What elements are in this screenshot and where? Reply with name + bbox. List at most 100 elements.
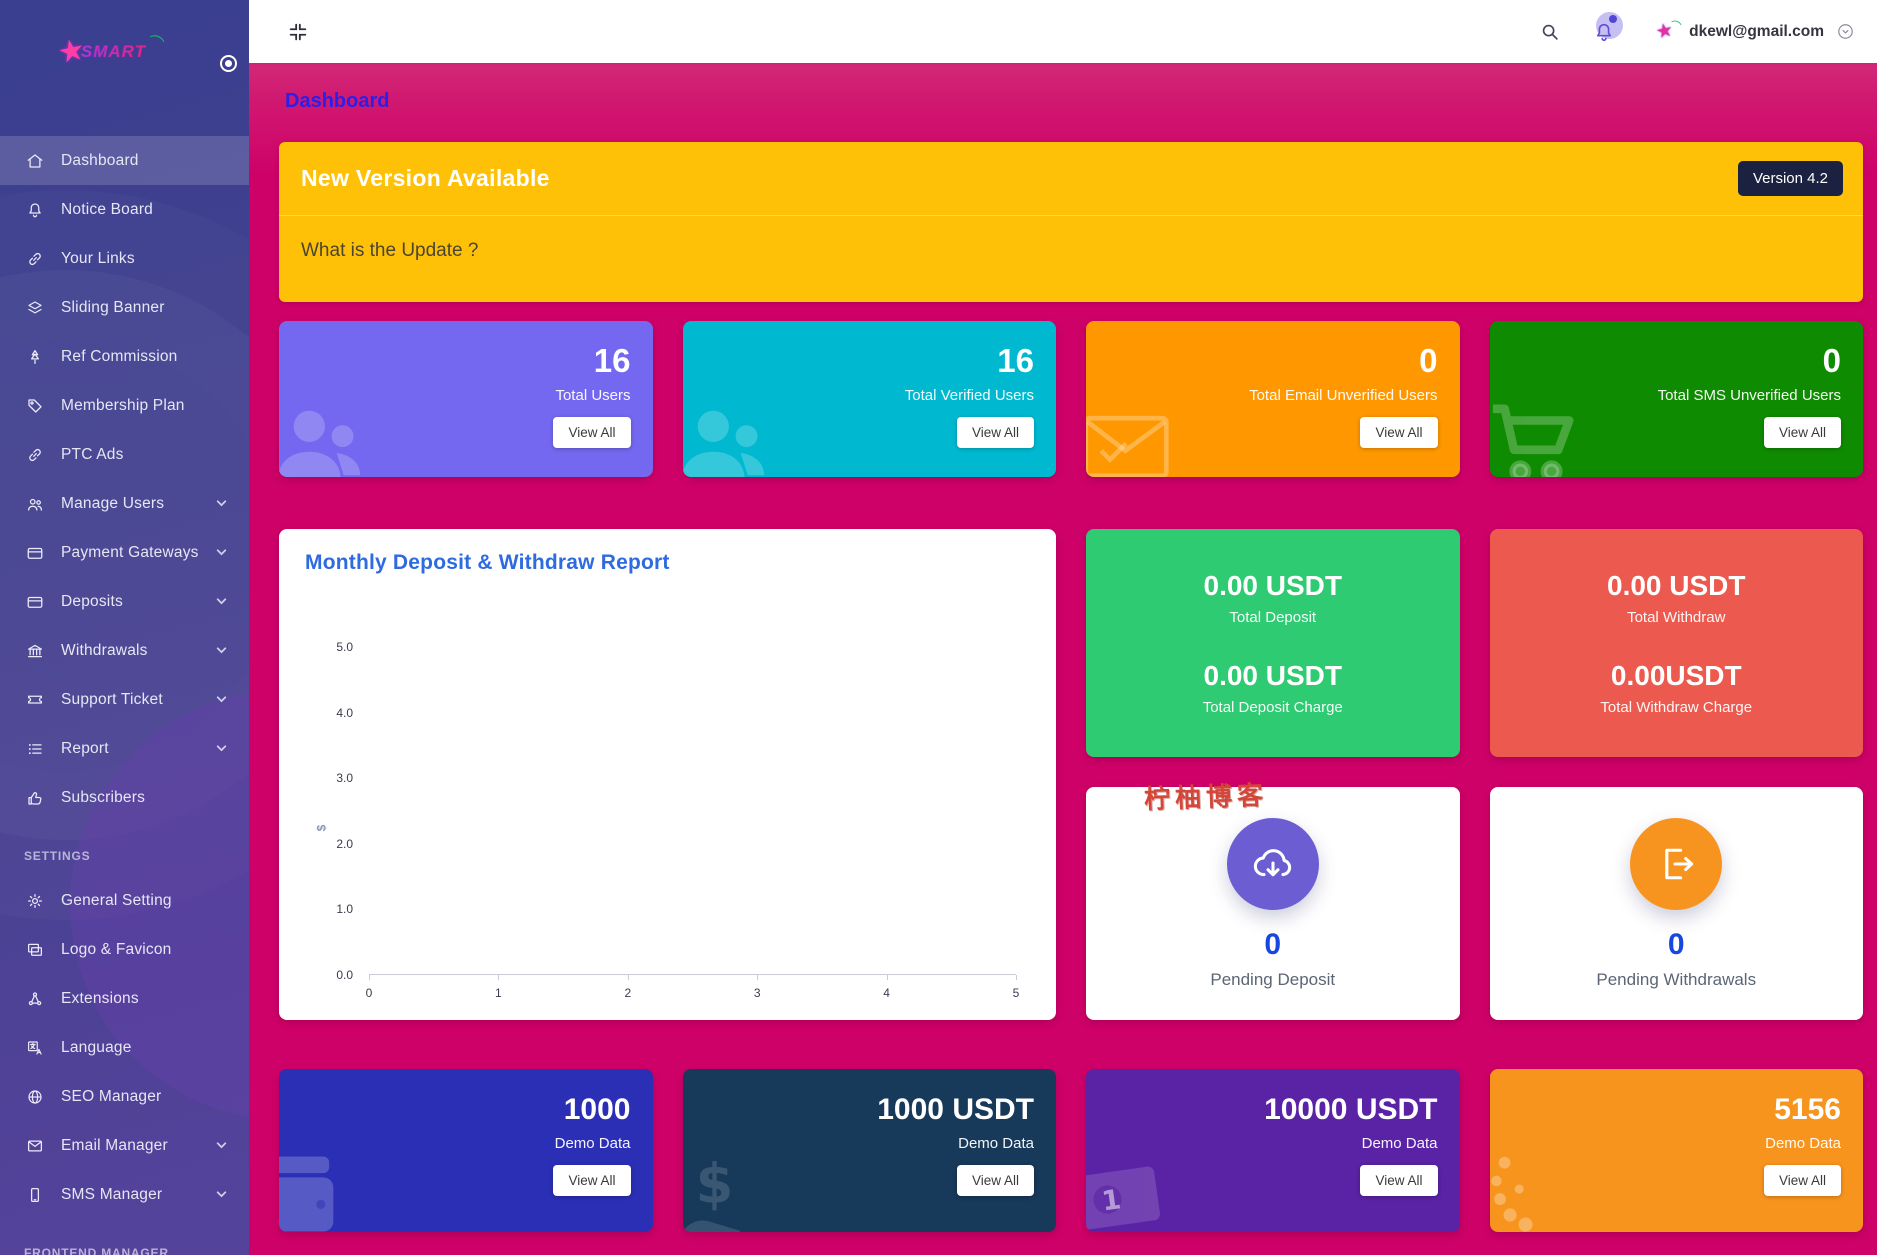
thumbs-up-icon bbox=[24, 789, 46, 807]
sidebar-item-notice-board[interactable]: Notice Board bbox=[0, 185, 249, 234]
sidebar-item-sliding-banner[interactable]: Sliding Banner bbox=[0, 283, 249, 332]
sidebar-item-seo-manager[interactable]: SEO Manager bbox=[0, 1072, 249, 1121]
nodes-icon bbox=[24, 990, 46, 1008]
sidebar-item-general-setting[interactable]: General Setting bbox=[0, 876, 249, 925]
view-all-button[interactable]: View All bbox=[553, 1165, 631, 1196]
total-deposit-value: 0.00 USDT bbox=[1203, 570, 1343, 601]
top-header: ★ ⌒ dkewl@gmail.com bbox=[249, 0, 1877, 63]
view-all-button[interactable]: View All bbox=[1360, 1165, 1438, 1196]
sidebar-item-label: Email Manager bbox=[61, 1136, 168, 1154]
chevron-down-icon bbox=[216, 743, 227, 754]
view-all-button[interactable]: View All bbox=[1763, 417, 1841, 449]
sidebar-item-payment-gateways[interactable]: Payment Gateways bbox=[0, 528, 249, 577]
pending-withdrawals-value: 0 bbox=[1667, 927, 1685, 961]
sidebar-item-membership-plan[interactable]: Membership Plan bbox=[0, 381, 249, 430]
sidebar-item-manage-users[interactable]: Manage Users bbox=[0, 479, 249, 528]
chevron-down-icon bbox=[216, 1189, 227, 1200]
notifications-bell[interactable] bbox=[1593, 11, 1624, 43]
sidebar-item-subscribers[interactable]: Subscribers bbox=[0, 773, 249, 822]
sidebar-item-label: Payment Gateways bbox=[61, 543, 199, 561]
view-all-button[interactable]: View All bbox=[553, 417, 631, 449]
total-verified-users-card: 16 Total Verified Users View All bbox=[682, 321, 1056, 477]
demo-data-card-3: 1 10000 USDT Demo Data View All bbox=[1086, 1069, 1460, 1232]
spinner-dots-icon bbox=[1490, 1140, 1596, 1232]
sidebar-item-label: Deposits bbox=[61, 592, 123, 610]
y-tick: 5.0 bbox=[336, 640, 353, 654]
main-area: Dashboard New Version Available Version … bbox=[249, 0, 1877, 1255]
watermark-text: 柠柚博客 bbox=[1143, 779, 1269, 815]
sidebar-item-label: SMS Manager bbox=[61, 1185, 163, 1203]
total-sms-unverified-card: 0 Total SMS Unverified Users View All bbox=[1489, 321, 1863, 477]
view-all-button[interactable]: View All bbox=[1360, 417, 1438, 449]
bank-icon bbox=[24, 642, 46, 660]
view-all-button[interactable]: View All bbox=[1763, 1165, 1841, 1196]
deposit-withdraw-chart-card: Monthly Deposit & Withdraw Report $ 5.0 … bbox=[279, 529, 1056, 1020]
image-icon bbox=[24, 941, 46, 959]
sidebar-item-label: General Setting bbox=[61, 891, 172, 909]
total-withdraw-charge-label: Total Withdraw Charge bbox=[1600, 699, 1753, 716]
swoosh-icon: ⌒ bbox=[144, 33, 166, 56]
page-title: Dashboard bbox=[285, 90, 390, 112]
svg-text:$: $ bbox=[695, 1152, 733, 1215]
sidebar-item-label: Notice Board bbox=[61, 200, 154, 218]
stat-value: 0 bbox=[1822, 342, 1841, 379]
total-deposit-charge-value: 0.00 USDT bbox=[1203, 660, 1343, 691]
stat-label: Total SMS Unverified Users bbox=[1657, 387, 1841, 405]
card-label: Demo Data bbox=[958, 1135, 1034, 1152]
stat-label: Total Users bbox=[555, 387, 631, 405]
sidebar-item-dashboard[interactable]: Dashboard bbox=[0, 136, 249, 185]
bottom-row: 1000 Demo Data View All $ 1000 USDT Demo… bbox=[279, 1069, 1863, 1232]
total-withdraw-charge-value: 0.00USDT bbox=[1610, 660, 1742, 691]
chevron-down-circle-icon[interactable] bbox=[1836, 22, 1855, 41]
chart-plot-area: $ 5.0 4.0 3.0 2.0 1.0 0.0 0 1 2 3 4 5 bbox=[315, 640, 1020, 1000]
y-tick: 1.0 bbox=[336, 902, 353, 917]
sidebar-item-label: Extensions bbox=[61, 989, 139, 1007]
users-icon bbox=[682, 399, 775, 477]
stats-row: 16 Total Users View All 16 Total Verifie… bbox=[279, 321, 1863, 477]
y-tick: 4.0 bbox=[336, 705, 353, 720]
sidebar-item-withdrawals[interactable]: Withdrawals bbox=[0, 626, 249, 675]
sidebar-item-label: PTC Ads bbox=[61, 445, 124, 463]
card-label: Demo Data bbox=[554, 1135, 631, 1152]
sidebar-nav: Dashboard Notice Board Your Links Slidin… bbox=[0, 136, 249, 1255]
sidebar-item-your-links[interactable]: Your Links bbox=[0, 234, 249, 283]
new-version-banner: New Version Available Version 4.2 What i… bbox=[279, 142, 1863, 302]
demo-data-card-2: $ 1000 USDT Demo Data View All bbox=[682, 1069, 1056, 1232]
chain-icon bbox=[24, 446, 46, 464]
chevron-down-icon bbox=[216, 1140, 227, 1151]
language-icon bbox=[24, 1039, 46, 1057]
sidebar-item-support-ticket[interactable]: Support Ticket bbox=[0, 675, 249, 724]
y-tick: 0.0 bbox=[336, 968, 353, 982]
chevron-down-icon bbox=[216, 547, 227, 558]
stat-label: Total Verified Users bbox=[904, 387, 1034, 405]
view-all-button[interactable]: View All bbox=[956, 417, 1034, 449]
sidebar-item-sms-manager[interactable]: SMS Manager bbox=[0, 1170, 249, 1219]
sidebar-item-label: Logo & Favicon bbox=[61, 940, 172, 958]
banner-title: New Version Available bbox=[301, 165, 550, 191]
sidebar-item-ref-commission[interactable]: Ref Commission bbox=[0, 332, 249, 381]
svg-text:1: 1 bbox=[1100, 1184, 1123, 1217]
sidebar-item-label: Subscribers bbox=[61, 788, 146, 806]
sidebar-item-label: Support Ticket bbox=[61, 690, 163, 708]
tree-icon bbox=[24, 348, 46, 366]
sidebar-item-extensions[interactable]: Extensions bbox=[0, 974, 249, 1023]
search-icon[interactable] bbox=[1539, 21, 1561, 43]
brand-logo[interactable]: ★ SMART ⌒ bbox=[55, 33, 166, 71]
sidebar-item-email-manager[interactable]: Email Manager bbox=[0, 1121, 249, 1170]
version-badge[interactable]: Version 4.2 bbox=[1737, 161, 1843, 196]
card-value: 1000 USDT bbox=[877, 1093, 1034, 1126]
sidebar-collapse-icon[interactable] bbox=[287, 21, 309, 43]
sidebar-item-ptc-ads[interactable]: PTC Ads bbox=[0, 430, 249, 479]
sidebar-toggle-radio[interactable] bbox=[220, 55, 237, 72]
view-all-button[interactable]: View All bbox=[956, 1165, 1034, 1196]
list-icon bbox=[24, 740, 46, 758]
users-icon bbox=[279, 399, 371, 477]
user-menu[interactable]: ★ ⌒ dkewl@gmail.com bbox=[1649, 19, 1855, 44]
pending-withdrawals-card: 0 Pending Withdrawals bbox=[1489, 787, 1863, 1020]
sidebar-item-deposits[interactable]: Deposits bbox=[0, 577, 249, 626]
sidebar-item-language[interactable]: Language bbox=[0, 1023, 249, 1072]
sidebar-section-frontend-manager: FRONTEND MANAGER bbox=[24, 1246, 169, 1255]
total-withdraw-card: 0.00 USDT Total Withdraw 0.00USDT Total … bbox=[1489, 529, 1863, 757]
sidebar-item-logo-favicon[interactable]: Logo & Favicon bbox=[0, 925, 249, 974]
sidebar-item-report[interactable]: Report bbox=[0, 724, 249, 773]
